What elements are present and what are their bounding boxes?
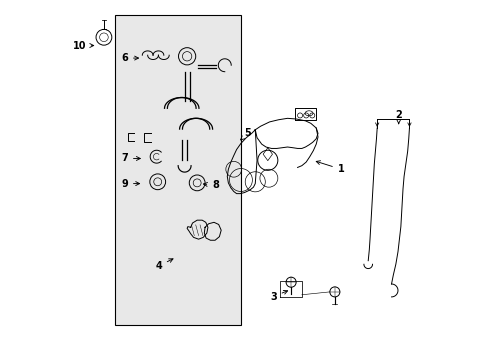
Bar [115,15,241,325]
Text: 6: 6 [121,53,138,63]
Text: 3: 3 [269,291,287,302]
Text: 1: 1 [316,161,344,174]
Text: 5: 5 [240,129,251,140]
Text: 8: 8 [203,180,219,190]
Text: 4: 4 [155,259,173,271]
Text: 10: 10 [72,41,94,50]
Text: 9: 9 [121,179,139,189]
Text: 7: 7 [121,153,140,163]
Text: 2: 2 [394,111,401,123]
